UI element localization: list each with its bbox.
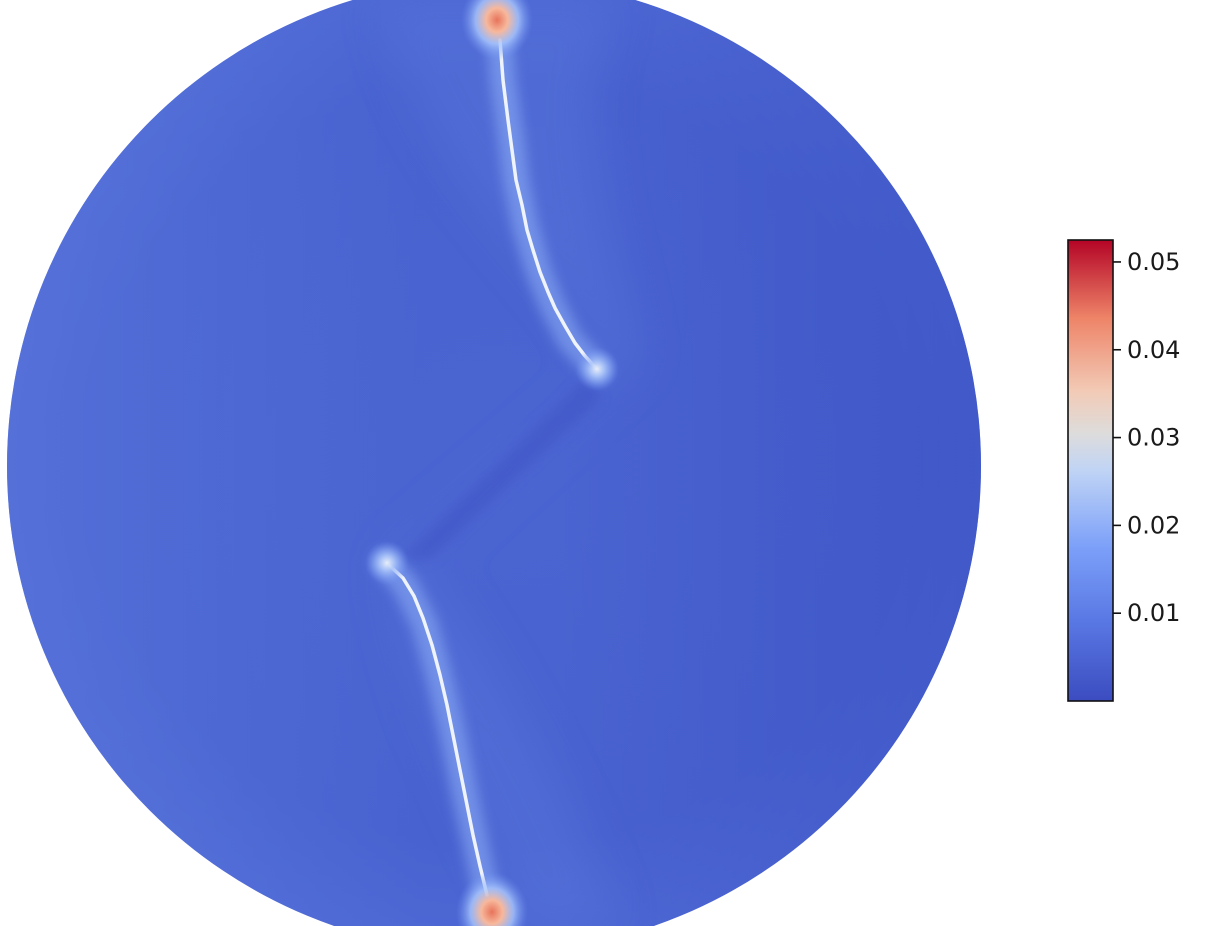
- colorbar-tick-label: 0.05: [1127, 248, 1180, 276]
- colorbar-tick-label: 0.02: [1127, 511, 1180, 539]
- colorbar-tick-label: 0.04: [1127, 336, 1180, 364]
- colorbar: 0.01 0.02 0.03 0.04 0.05: [1067, 239, 1180, 702]
- heatmap-disk: [7, 0, 981, 926]
- colorbar-tick-label: 0.03: [1127, 424, 1180, 452]
- colorbar-gradient: [1067, 239, 1114, 702]
- colorbar-tick-label: 0.01: [1127, 599, 1180, 627]
